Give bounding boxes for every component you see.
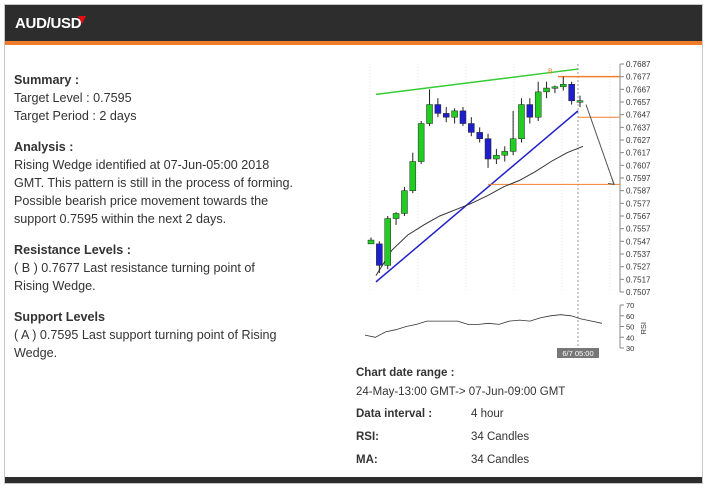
price-tick-label: 0.7677 [626, 73, 651, 82]
analysis-section: Analysis : Rising Wedge identified at 07… [14, 138, 314, 228]
forecast-arrow [585, 104, 615, 185]
analysis-text: Rising Wedge identified at 07-Jun-05:00 … [14, 158, 294, 226]
rsi-tick-label: 40 [626, 333, 634, 342]
candle-up [518, 104, 525, 139]
price-tick-label: 0.7617 [626, 149, 651, 158]
time-label-box [557, 348, 599, 358]
candle-up [560, 84, 567, 88]
resistance-section: Resistance Levels : ( B ) 0.7677 Last re… [14, 241, 314, 295]
candle-down [526, 104, 534, 118]
wedge-bottom-line [375, 110, 579, 283]
candle-up [451, 110, 458, 118]
candle-up [409, 161, 417, 191]
summary-section: Summary : Target Level : 0.7595 Target P… [14, 71, 314, 125]
candle-up [493, 154, 500, 160]
candle-down [484, 138, 492, 160]
candle-up [501, 151, 509, 156]
interval-value: 4 hour [471, 408, 504, 420]
price-tick-label: 0.7607 [626, 161, 651, 170]
candle-up [401, 190, 408, 214]
ma-label: MA: [356, 454, 378, 466]
candle-up [384, 218, 391, 266]
support-text: ( A ) 0.7595 Last support turning point … [14, 328, 277, 360]
price-tick-label: 0.7647 [626, 111, 651, 120]
candle-up [534, 91, 542, 118]
interval-label: Data interval : [356, 408, 433, 420]
candle-up [417, 123, 425, 162]
candle-down [468, 123, 475, 133]
rsi-label: RSI: [356, 431, 379, 443]
moving-average-line [375, 145, 584, 276]
candle-down [442, 113, 450, 118]
analysis-panel: Summary : Target Level : 0.7595 Target P… [14, 71, 314, 375]
rsi-tick-label: 70 [626, 301, 634, 310]
price-tick-label: 0.7637 [626, 123, 651, 132]
target-period: Target Period : 2 days [14, 109, 137, 123]
header-bar: AUD/USD [5, 5, 702, 45]
support-section: Support Levels ( A ) 0.7595 Last support… [14, 308, 314, 362]
candle-down [434, 104, 442, 114]
symbol-title[interactable]: AUD/USD [15, 15, 82, 32]
price-tick-label: 0.7517 [626, 275, 651, 284]
rsi-tick-label: 50 [626, 323, 634, 332]
rsi-axis-label: RSI [639, 322, 648, 335]
price-tick-label: 0.7547 [626, 237, 651, 246]
candle-up [551, 86, 559, 89]
ma-value: 34 Candles [471, 454, 530, 466]
rsi-tick-label: 30 [626, 344, 634, 353]
analysis-heading: Analysis : [14, 140, 74, 154]
summary-heading: Summary : [14, 73, 80, 87]
price-tick-label: 0.7587 [626, 187, 651, 196]
candle-up [426, 104, 433, 124]
wedge-top-line [375, 68, 579, 96]
price-tick-label: 0.7577 [626, 199, 651, 208]
down-arrow-icon [78, 16, 86, 24]
footer-bar [5, 477, 702, 483]
price-tick-label: 0.7687 [626, 60, 651, 69]
candle-up [543, 87, 550, 93]
candle-down [568, 84, 575, 101]
rsi-line [364, 314, 603, 338]
candle-up [392, 213, 400, 219]
candle-up [576, 100, 584, 103]
price-tick-label: 0.7667 [626, 85, 651, 94]
widget-frame: AUD/USD Summary : Target Level : 0.7595 … [4, 4, 703, 484]
target-level: Target Level : 0.7595 [14, 91, 132, 105]
price-tick-label: 0.7527 [626, 263, 651, 272]
date-range-value: 24-May-13:00 GMT-> 07-Jun-09:00 GMT [356, 386, 566, 398]
price-tick-label: 0.7657 [626, 98, 651, 107]
candle-down [459, 110, 467, 124]
price-tick-label: 0.7567 [626, 212, 651, 221]
candle-down [476, 132, 483, 139]
price-tick-label: 0.7627 [626, 136, 651, 145]
resistance-marker-label: B [548, 69, 553, 76]
resistance-heading: Resistance Levels : [14, 243, 131, 257]
rsi-tick-label: 60 [626, 312, 634, 321]
price-chart[interactable]: 0.7507 0.7517 0.7527 0.7537 0.7547 0.7557 0.75… [355, 55, 655, 360]
price-tick-label: 0.7597 [626, 174, 651, 183]
forecast-arrowhead [607, 178, 615, 185]
candle-down [376, 243, 383, 266]
resistance-text: ( B ) 0.7677 Last resistance turning poi… [14, 261, 255, 293]
time-label: 6/7 05:00 [562, 349, 593, 358]
support-heading: Support Levels [14, 310, 105, 324]
price-tick-label: 0.7507 [626, 288, 651, 297]
price-tick-label: 0.7537 [626, 250, 651, 259]
candle-up [367, 239, 375, 245]
price-tick-label: 0.7557 [626, 225, 651, 234]
candle-up [509, 138, 517, 152]
rsi-value: 34 Candles [471, 431, 530, 443]
date-range-label: Chart date range : [356, 367, 455, 379]
